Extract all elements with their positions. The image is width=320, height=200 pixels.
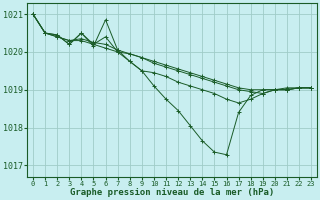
X-axis label: Graphe pression niveau de la mer (hPa): Graphe pression niveau de la mer (hPa) bbox=[70, 188, 274, 197]
